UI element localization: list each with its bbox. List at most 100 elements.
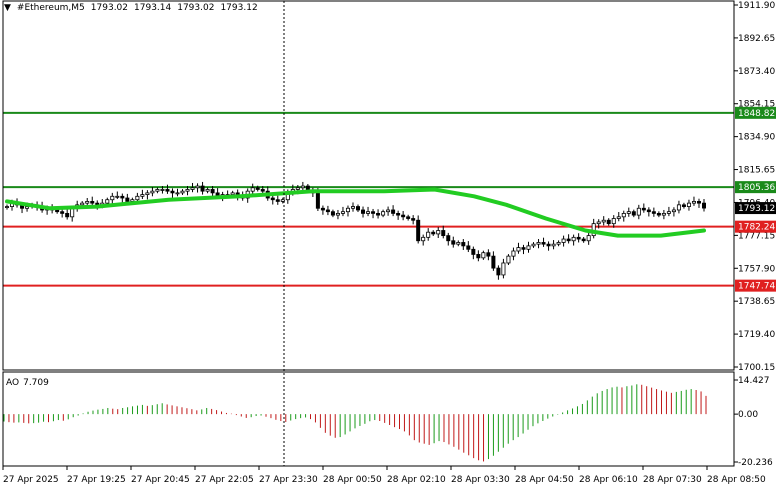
candle-bear <box>125 197 130 202</box>
time-tick-label: 28 Apr 03:30 <box>451 475 510 485</box>
candle-bull <box>5 206 10 208</box>
candle-bull <box>300 185 305 189</box>
candle-bull <box>381 211 386 216</box>
candle-bull <box>626 211 631 214</box>
chart-title: ▼ #Ethereum,M5 1793.02 1793.14 1793.02 1793.1… <box>4 3 264 13</box>
level-label-bg <box>735 181 776 194</box>
candle-bull <box>160 189 165 191</box>
candle-bull <box>205 189 210 192</box>
indicator-pane-frame <box>2 371 735 467</box>
time-tick-label: 27 Apr 20:45 <box>131 475 190 485</box>
candle-bull <box>155 189 160 192</box>
time-tick-label: 28 Apr 07:30 <box>643 475 702 485</box>
candle-bull <box>501 262 506 276</box>
candle-bear <box>411 218 416 221</box>
candle-bull <box>601 219 606 223</box>
candle-bull <box>616 216 621 219</box>
candle-bear <box>401 214 406 218</box>
candle-bull <box>511 250 516 257</box>
time-tick-label: 28 Apr 06:10 <box>579 475 638 485</box>
candle-bear <box>656 212 661 216</box>
candle-bear <box>446 235 451 242</box>
candle-bear <box>320 207 325 211</box>
moving-average-line <box>5 187 706 238</box>
candle-bear <box>416 219 421 242</box>
price-tick-label: 1700.15 <box>738 363 775 373</box>
time-tick-label: 28 Apr 08:50 <box>707 475 766 485</box>
candle-bull <box>436 230 441 235</box>
candle-bull <box>195 185 200 189</box>
candle-bull <box>175 192 180 195</box>
candle-bull <box>531 243 536 247</box>
candle-bear <box>60 211 65 214</box>
candle-bull <box>551 243 556 247</box>
candle-bull <box>611 218 616 225</box>
price-tick-label: 1854.15 <box>738 100 775 110</box>
candle-bear <box>651 211 656 214</box>
candle-bull <box>621 212 626 218</box>
candle-bear <box>441 230 446 237</box>
level-label-bg <box>735 279 776 292</box>
collapse-arrow-icon[interactable]: ▼ <box>4 3 11 13</box>
candle-bear <box>200 185 205 192</box>
candle-bear <box>491 255 496 269</box>
candle-bear <box>631 211 636 216</box>
candle-bear <box>431 231 436 235</box>
candle-bull <box>571 236 576 242</box>
candle-bull <box>115 195 120 198</box>
level-label: 1782.24 <box>738 223 775 233</box>
candle-bull <box>185 189 190 192</box>
candle-bull <box>526 245 531 250</box>
candle-bear <box>471 248 476 255</box>
candle-bull <box>456 242 461 245</box>
candle-bear <box>466 245 471 250</box>
level-label-bg <box>735 220 776 233</box>
candle-bear <box>90 201 95 204</box>
symbol-label: #Ethereum,M5 <box>16 3 85 13</box>
indicator-pane <box>3 384 707 462</box>
candle-bull <box>691 201 696 204</box>
candle-bull <box>340 211 345 214</box>
candle-bear <box>120 195 125 199</box>
time-tick-label: 27 Apr 23:30 <box>259 475 318 485</box>
candle-bull <box>516 247 521 252</box>
candle-bull <box>70 207 75 218</box>
time-tick-label: 28 Apr 04:50 <box>515 475 574 485</box>
candle-bull <box>596 221 601 225</box>
candle-bull <box>110 195 115 201</box>
candle-bull <box>506 255 511 264</box>
time-tick-label: 28 Apr 02:10 <box>387 475 446 485</box>
candle-bear <box>361 209 366 214</box>
time-tick-label: 27 Apr 22:05 <box>195 475 254 485</box>
candle-bear <box>371 211 376 214</box>
candle-bull <box>180 190 185 194</box>
candle-bear <box>255 187 260 190</box>
candle-bull <box>636 207 641 216</box>
time-tick-label: 28 Apr 00:50 <box>323 475 382 485</box>
candle-bull <box>671 209 676 213</box>
candle-bull <box>366 211 371 214</box>
price-tick-label: 1757.90 <box>738 264 775 274</box>
candle-bear <box>646 209 651 213</box>
candle-bull <box>350 206 355 209</box>
candle-bull <box>295 187 300 190</box>
candle-bear <box>641 207 646 211</box>
ind-tick-label: 14.427 <box>738 376 770 386</box>
current-price-label-bg <box>735 202 776 215</box>
candle-bull <box>80 202 85 206</box>
ind-tick-label: 0.00 <box>738 410 758 420</box>
candle-bull <box>561 238 566 243</box>
price-tick-label: 1911.90 <box>738 1 775 11</box>
candle-bear <box>315 192 320 209</box>
candle-bull <box>481 252 486 259</box>
candle-bull <box>536 242 541 245</box>
candle-bear <box>681 204 686 207</box>
candle-bear <box>606 219 611 225</box>
candle-bull <box>345 207 350 213</box>
candle-bull <box>250 187 255 192</box>
candle-bear <box>702 202 707 209</box>
price-tick-label: 1892.65 <box>738 34 775 44</box>
